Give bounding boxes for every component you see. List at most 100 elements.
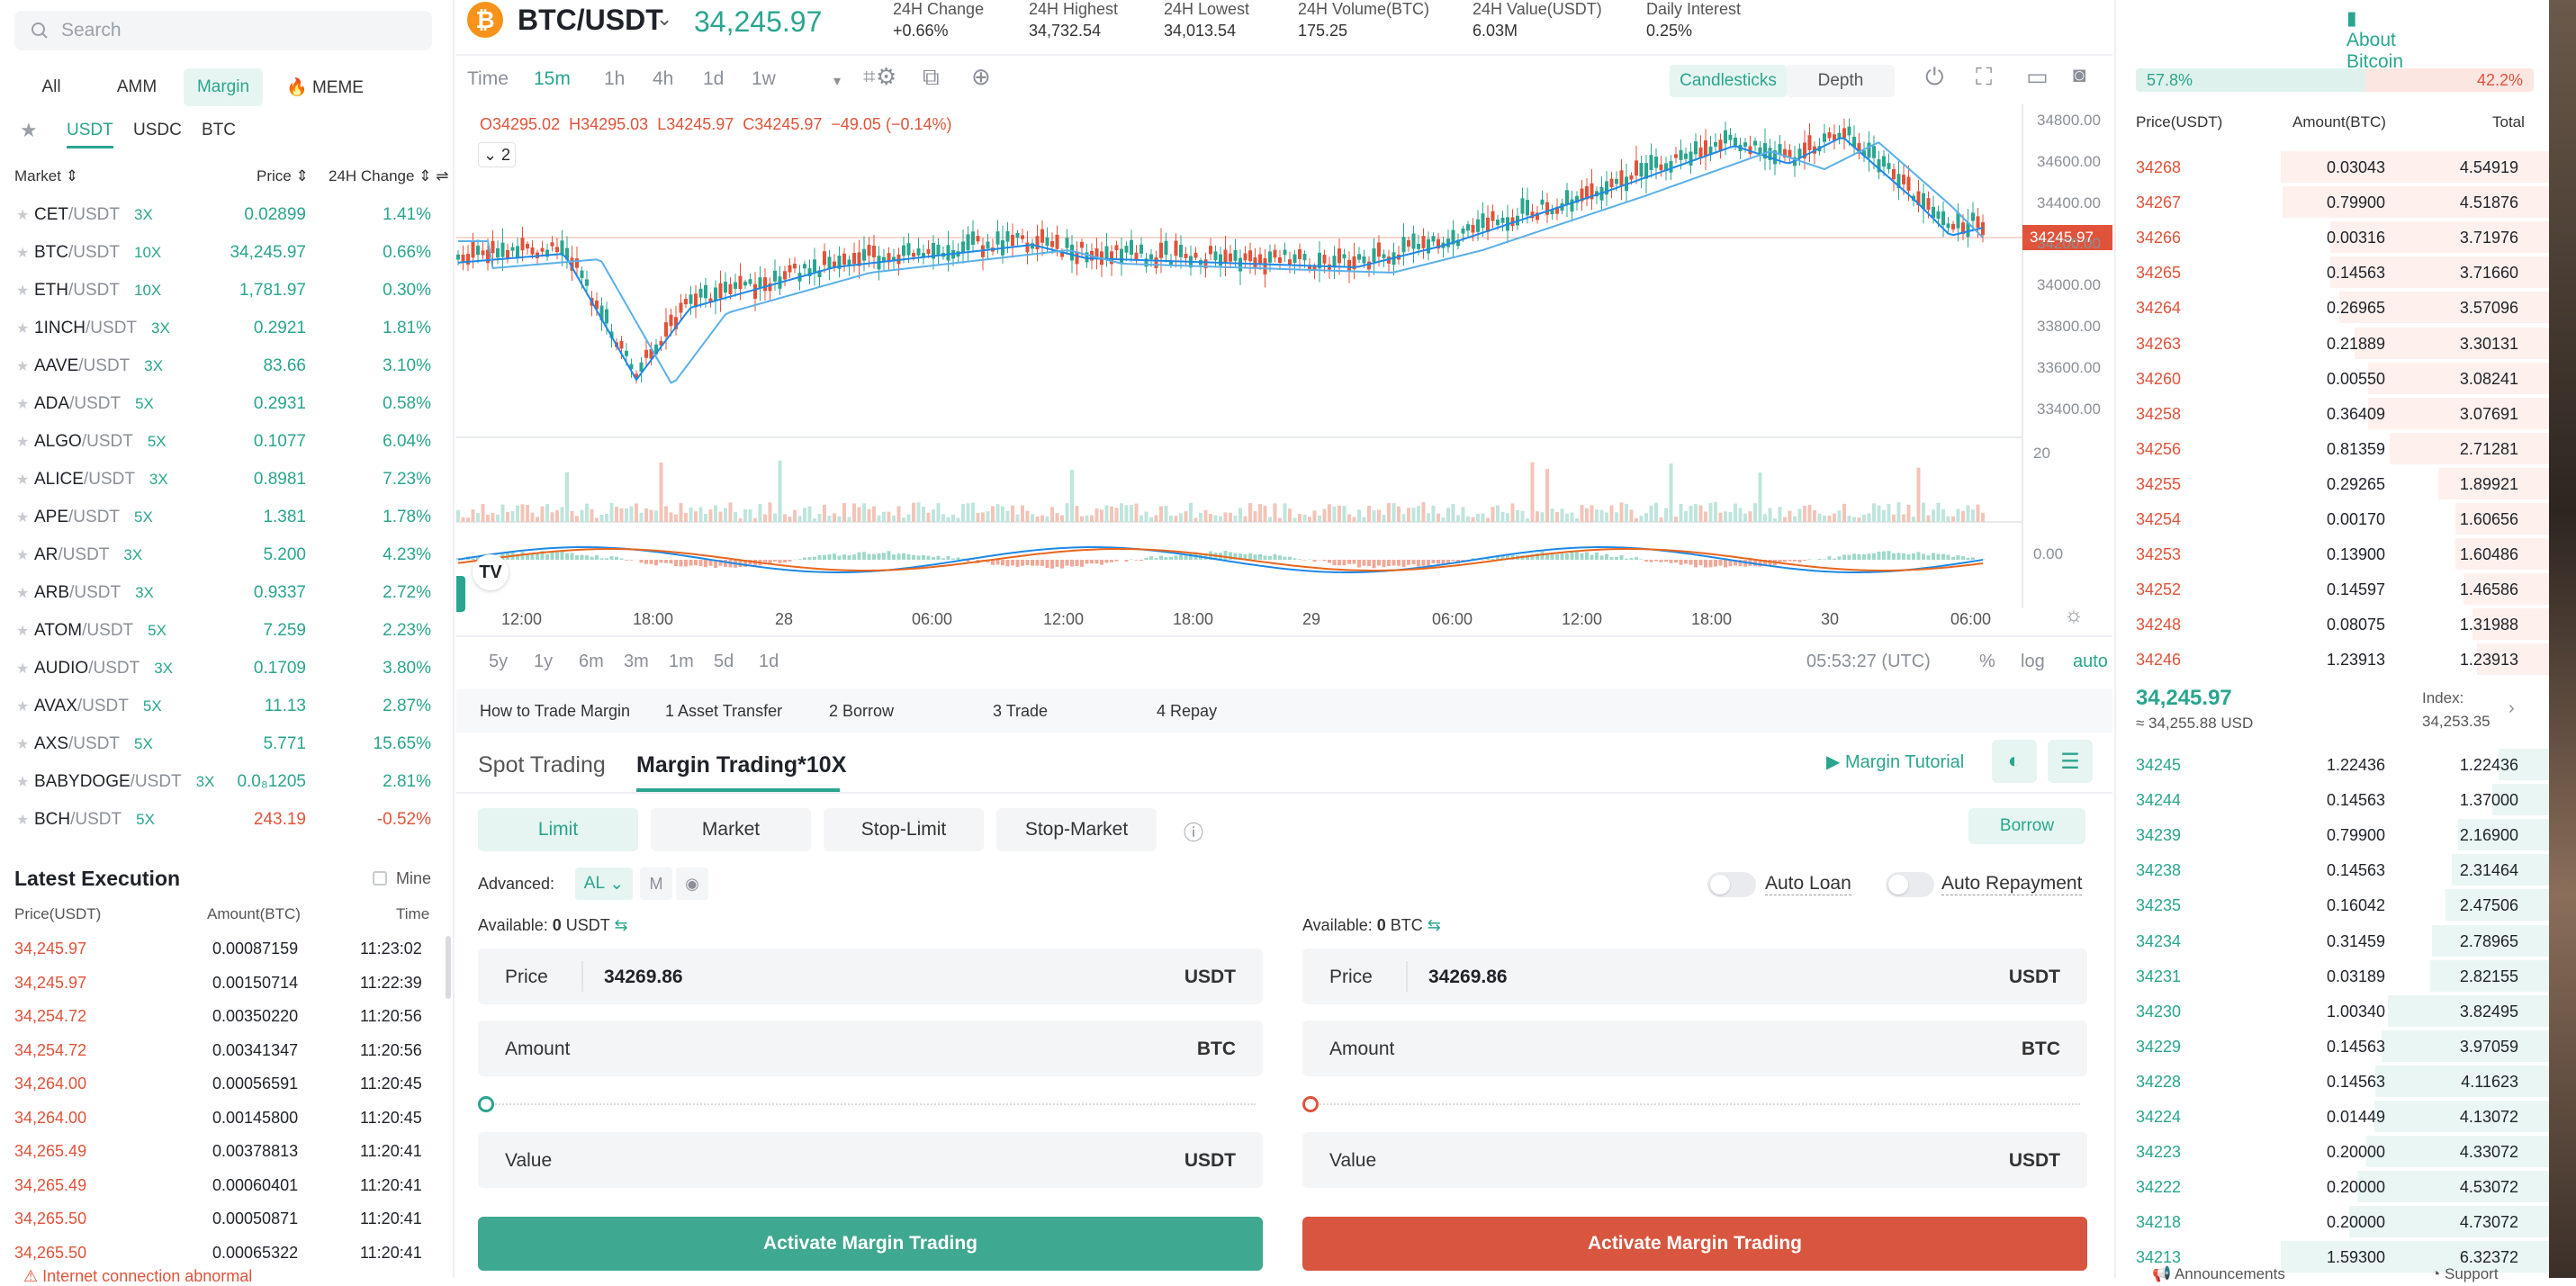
pair-name[interactable]: BTC/USDT <box>518 4 663 37</box>
filter-1[interactable]: AMM <box>101 68 173 106</box>
filter-0[interactable]: All <box>14 68 88 106</box>
order-type-3[interactable]: Stop-Market <box>996 808 1157 851</box>
margin-step-3[interactable]: 4 Repay <box>1157 702 1217 721</box>
eye-icon[interactable]: ◉ <box>676 868 708 900</box>
transfer-icon[interactable]: ⇆ <box>1428 916 1441 934</box>
sell-amount-slider[interactable] <box>1302 1103 2087 1107</box>
tab-spot-trading[interactable]: Spot Trading <box>478 752 606 778</box>
collapse-handle[interactable] <box>456 576 465 612</box>
scale-0[interactable]: % <box>1979 652 1995 672</box>
star-icon[interactable]: ★ <box>16 546 29 564</box>
quote-tab-2[interactable]: BTC <box>202 121 236 140</box>
announcements-link[interactable]: 📢 Announcements <box>2152 1265 2285 1283</box>
range-2[interactable]: 6m <box>579 652 604 672</box>
quote-tab-1[interactable]: USDC <box>133 121 182 140</box>
star-icon[interactable]: ★ <box>16 319 29 337</box>
margin-step-1[interactable]: 2 Borrow <box>829 702 894 721</box>
star-icon[interactable]: ★ <box>16 697 29 715</box>
star-icon[interactable]: ★ <box>16 735 29 753</box>
interval-3[interactable]: 4h <box>653 68 673 90</box>
chevron-right-icon[interactable]: › <box>2508 698 2515 719</box>
scale-1[interactable]: log <box>2021 652 2045 672</box>
chart-type-icon[interactable]: ⚙ <box>876 63 896 91</box>
interval-1[interactable]: 15m <box>534 68 571 90</box>
power-icon[interactable]: ⏻ <box>1925 63 1944 92</box>
compare-icon[interactable]: ⧉ <box>923 63 940 92</box>
tab-candlesticks[interactable]: Candlesticks <box>1670 65 1787 97</box>
filter-2[interactable]: Margin <box>184 68 263 106</box>
layout-icon[interactable]: ▭ <box>2026 63 2049 91</box>
star-icon[interactable]: ★ <box>16 433 29 451</box>
margin-step-2[interactable]: 3 Trade <box>993 702 1048 721</box>
transfer-icon[interactable]: ⇆ <box>614 916 627 934</box>
range-3[interactable]: 3m <box>624 652 649 672</box>
borrow-button[interactable]: Borrow <box>1968 808 2085 844</box>
exec-scrollbar[interactable] <box>446 936 451 999</box>
buy-amount-slider[interactable] <box>478 1103 1263 1107</box>
star-icon[interactable]: ★ <box>16 622 29 640</box>
camera-icon[interactable]: ◙ <box>2073 63 2086 88</box>
add-indicator-icon[interactable]: ⊕ <box>971 63 991 91</box>
star-icon[interactable]: ★ <box>16 395 29 413</box>
sell-activate-margin-button[interactable]: Activate Margin Trading <box>1302 1217 2087 1271</box>
axis-settings-icon[interactable]: ☼ <box>2064 603 2084 628</box>
auto-repay-toggle[interactable] <box>1886 872 1934 897</box>
star-icon[interactable]: ★ <box>16 508 29 526</box>
pair-dropdown-icon[interactable]: ⌄ <box>656 7 672 31</box>
range-6[interactable]: 1d <box>759 652 779 672</box>
search-input[interactable]: Search <box>14 11 432 50</box>
fullscreen-icon[interactable]: ⛶ <box>1976 63 1992 92</box>
quote-tab-0[interactable]: USDT <box>67 121 113 148</box>
buy-activate-margin-button[interactable]: Activate Margin Trading <box>478 1217 1263 1271</box>
star-icon[interactable]: ★ <box>16 206 29 224</box>
sell-slider-handle[interactable] <box>1302 1096 1319 1112</box>
buy-slider-handle[interactable] <box>478 1096 494 1112</box>
interval-2[interactable]: 1h <box>604 68 625 90</box>
star-icon[interactable]: ★ <box>16 471 29 489</box>
draw-tool-icon[interactable]: ⌗ <box>863 65 876 90</box>
scale-2[interactable]: auto <box>2073 652 2108 672</box>
order-type-0[interactable]: Limit <box>478 808 638 851</box>
star-icon[interactable]: ★ <box>16 244 29 262</box>
